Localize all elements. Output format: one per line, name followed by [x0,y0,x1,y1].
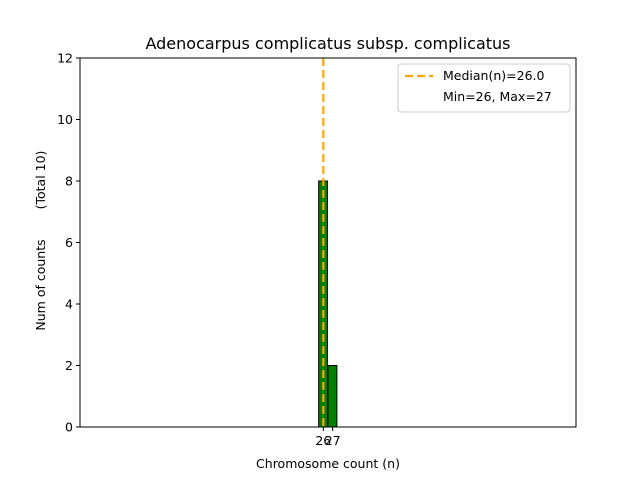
legend-box [397,63,571,113]
y-tick-label: 8 [65,174,73,189]
y-tick-label: 4 [65,297,73,312]
y-tick-label: 12 [57,51,73,66]
legend: Median(n)=26.0 Min=26, Max=27 [397,63,571,113]
x-tick-label: 27 [325,433,341,448]
y-tick-label: 2 [65,358,73,373]
legend-entry-minmax: Min=26, Max=27 [443,89,552,104]
x-tick-label: 26 [315,433,331,448]
y-axis-label: Num of counts [33,239,48,330]
x-axis-label: Chromosome count (n) [256,456,400,471]
y-axis-label-note: (Total 10) [33,151,48,210]
bar-27 [327,365,338,428]
y-tick-label: 6 [65,235,73,250]
y-tick-label: 10 [57,112,73,127]
chart-title: Adenocarpus complicatus subsp. complicat… [145,34,510,53]
y-axis-ticks: 0 2 4 6 8 10 12 [57,51,80,435]
legend-entry-median: Median(n)=26.0 [443,68,544,83]
y-tick-label: 0 [65,420,73,435]
